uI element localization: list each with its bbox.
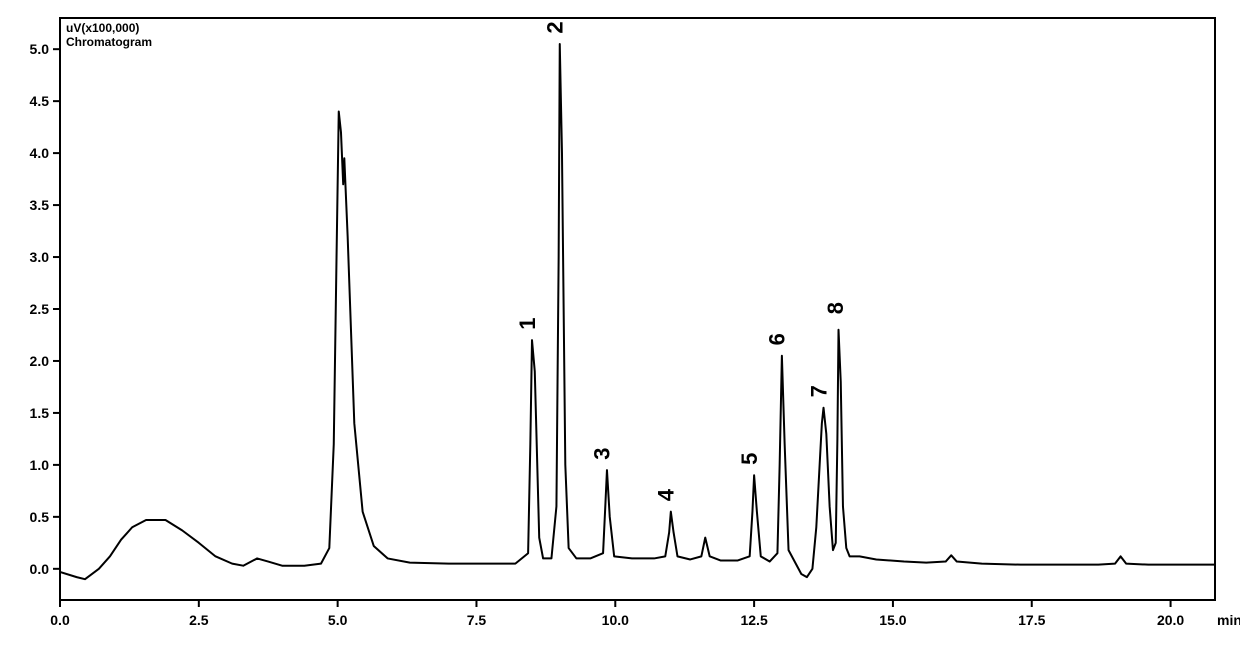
peak-label: 8 [823,302,848,314]
y-tick-label: 1.5 [30,405,50,421]
peak-label: 3 [590,447,615,459]
x-tick-label: 2.5 [189,612,209,628]
peak-label: 2 [543,21,568,33]
x-tick-label: 17.5 [1018,612,1045,628]
y-tick-label: 3.0 [30,249,50,265]
peak-label: 5 [737,453,762,465]
y-tick-label: 0.5 [30,509,50,525]
x-tick-label: 20.0 [1157,612,1184,628]
x-tick-label: 0.0 [50,612,70,628]
x-axis-label: min [1217,612,1240,628]
peak-label: 4 [654,488,679,501]
y-tick-label: 4.5 [30,93,50,109]
y-tick-label: 0.0 [30,561,50,577]
peak-label: 6 [765,333,790,345]
chart-header-label: Chromatogram [66,35,152,49]
y-tick-label: 4.0 [30,145,50,161]
y-tick-label: 2.0 [30,353,50,369]
chart-header-label: uV(x100,000) [66,21,139,35]
x-tick-label: 10.0 [602,612,629,628]
chromatogram-chart: uV(x100,000)Chromatogram 0.0 0.5 1.0 1.5 2.0 2… [0,0,1240,660]
x-tick-label: 7.5 [467,612,487,628]
peak-label: 1 [515,318,540,330]
y-tick-label: 5.0 [30,41,50,57]
chart-svg: uV(x100,000)Chromatogram 0.0 0.5 1.0 1.5 2.0 2… [0,0,1240,660]
y-tick-label: 2.5 [30,301,50,317]
y-tick-label: 1.0 [30,457,50,473]
x-tick-label: 12.5 [740,612,767,628]
x-tick-label: 5.0 [328,612,348,628]
peak-label: 7 [806,385,831,397]
y-tick-label: 3.5 [30,197,50,213]
x-tick-label: 15.0 [879,612,906,628]
